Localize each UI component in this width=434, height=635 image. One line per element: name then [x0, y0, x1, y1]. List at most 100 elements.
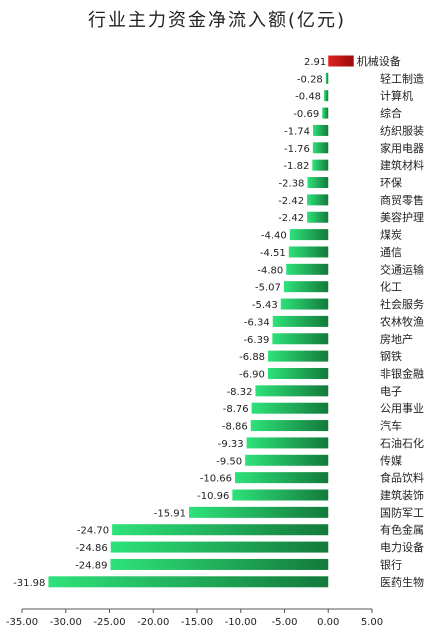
category-label: 有色金属 — [380, 523, 424, 537]
bar — [283, 281, 329, 293]
data-label: -0.69 — [293, 109, 319, 120]
category-label: 综合 — [380, 106, 402, 120]
category-label: 纺织服装 — [380, 123, 424, 137]
bar — [234, 472, 329, 484]
bar — [245, 454, 329, 466]
bar — [255, 385, 329, 397]
bar — [307, 194, 329, 206]
bar — [189, 506, 329, 518]
data-label: -0.28 — [297, 74, 323, 85]
category-label: 银行 — [380, 557, 402, 571]
category-label: 美容护理 — [380, 210, 424, 224]
bar — [268, 350, 329, 362]
bar — [267, 367, 329, 379]
category-label: 传媒 — [380, 454, 402, 467]
bar — [313, 124, 329, 136]
category-label: 食品饮料 — [380, 471, 424, 485]
bar — [289, 229, 329, 241]
bar — [324, 90, 329, 102]
data-label: -8.86 — [222, 422, 248, 433]
category-label: 农林牧渔 — [380, 314, 424, 328]
category-label: 交通运输 — [380, 262, 424, 276]
category-label: 电子 — [380, 385, 402, 398]
data-label: -4.40 — [261, 231, 287, 242]
data-label: -10.66 — [200, 474, 232, 485]
x-tick-label: -10.00 — [225, 617, 257, 628]
bar — [110, 541, 329, 553]
bar — [246, 437, 329, 449]
data-label: -0.48 — [295, 92, 321, 103]
data-label: -4.51 — [260, 248, 286, 259]
x-tick-label: -25.00 — [93, 617, 125, 628]
category-label: 环保 — [380, 176, 402, 190]
category-label: 煤炭 — [380, 229, 402, 242]
bar — [112, 524, 329, 536]
data-label: 2.91 — [304, 57, 326, 68]
bar — [272, 315, 329, 327]
bar — [286, 263, 329, 275]
category-label: 电力设备 — [380, 540, 424, 554]
category-label: 房地产 — [380, 332, 413, 346]
data-label: -24.89 — [75, 560, 107, 571]
data-label: -6.34 — [244, 317, 270, 328]
category-label: 计算机 — [380, 89, 413, 103]
bar — [312, 142, 329, 154]
bar — [48, 576, 329, 588]
x-tick-label: 0.00 — [317, 617, 339, 628]
category-label: 通信 — [380, 246, 402, 259]
data-label: -24.86 — [75, 543, 107, 554]
category-label: 钢铁 — [380, 350, 402, 363]
data-label: -5.07 — [255, 283, 281, 294]
x-tick-label: -20.00 — [137, 617, 169, 628]
chart-title: 行业主力资金净流入额(亿元) — [87, 10, 347, 31]
data-label: -5.43 — [252, 300, 278, 311]
category-label: 建筑装饰 — [380, 488, 424, 502]
category-label: 国防军工 — [380, 505, 424, 519]
data-label: -15.91 — [154, 508, 186, 519]
data-label: -8.76 — [223, 404, 249, 415]
data-label: -1.82 — [283, 161, 309, 172]
category-label: 机械设备 — [357, 54, 401, 68]
data-label: -1.76 — [284, 144, 310, 155]
data-label: -9.33 — [218, 439, 244, 450]
category-label: 商贸零售 — [380, 193, 424, 207]
data-label: -2.38 — [279, 179, 305, 190]
category-label: 医药生物 — [380, 575, 424, 589]
data-label: -8.32 — [227, 387, 253, 398]
data-label: -6.39 — [243, 335, 269, 346]
bar — [232, 489, 329, 501]
data-label: -4.80 — [257, 265, 283, 276]
bar — [272, 333, 329, 345]
bar — [307, 211, 329, 223]
data-label: -24.70 — [77, 526, 109, 537]
bar — [110, 558, 329, 570]
x-tick-label: 5.00 — [361, 617, 383, 628]
x-tick-label: -15.00 — [181, 617, 213, 628]
bar — [312, 159, 329, 171]
x-tick-label: -35.00 — [6, 617, 38, 628]
data-label: -9.50 — [216, 456, 242, 467]
bar — [280, 298, 329, 310]
category-label: 汽车 — [380, 419, 402, 433]
category-label: 社会服务 — [380, 297, 424, 311]
data-label: -10.96 — [197, 491, 229, 502]
bar — [325, 72, 329, 84]
bar — [322, 107, 329, 119]
category-label: 轻工制造 — [380, 71, 424, 85]
category-label: 非银金融 — [380, 366, 424, 380]
category-label: 化工 — [380, 280, 402, 294]
bar — [250, 420, 329, 432]
data-label: -2.42 — [278, 213, 304, 224]
x-tick-label: -5.00 — [272, 617, 298, 628]
bar — [328, 55, 354, 67]
x-tick-label: -30.00 — [50, 617, 82, 628]
category-label: 建筑材料 — [380, 158, 424, 172]
data-label: -31.98 — [13, 578, 45, 589]
data-label: -6.88 — [239, 352, 265, 363]
category-label: 石油石化 — [380, 436, 424, 450]
bar — [307, 177, 329, 189]
category-label: 公用事业 — [380, 402, 424, 415]
data-label: -6.90 — [239, 369, 265, 380]
category-label: 家用电器 — [380, 141, 424, 155]
